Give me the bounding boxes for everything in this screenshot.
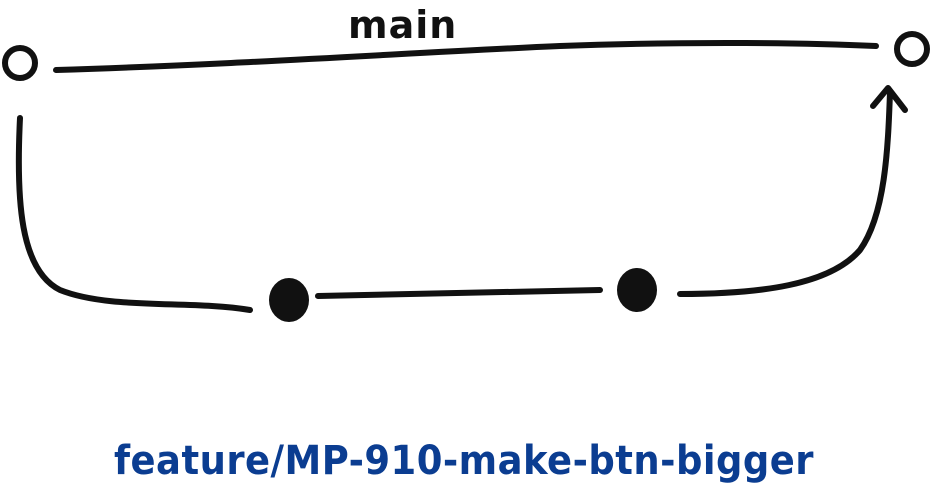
merge-arrowhead-icon: [870, 85, 908, 113]
feature-branch-label: feature/MP-910-make-btn-bigger: [114, 438, 814, 484]
main-merge-commit: [894, 31, 930, 67]
main-start-commit: [2, 45, 38, 81]
main-branch-line: [53, 39, 879, 73]
branch-off-arrow: [15, 115, 253, 313]
main-branch-label: main: [348, 3, 457, 47]
feature-commit-2: [617, 268, 657, 312]
merge-back-arrow: [677, 89, 893, 297]
feature-branch-line: [315, 287, 603, 299]
feature-commit-1: [269, 278, 309, 322]
